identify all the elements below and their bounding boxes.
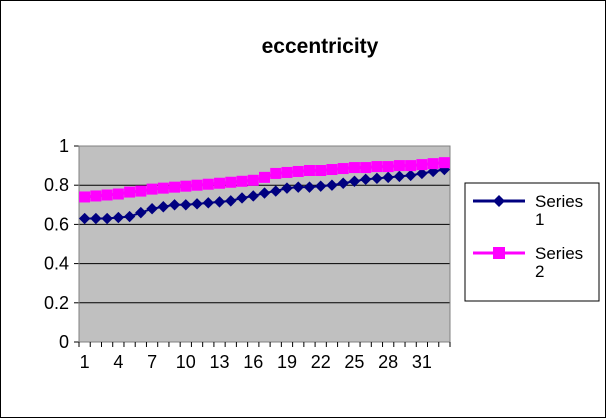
series-1-point xyxy=(157,201,170,213)
legend-label-series-1: Series 1 xyxy=(535,192,583,229)
series-1-point xyxy=(247,190,259,202)
series-2-point xyxy=(191,179,203,191)
series-1-point xyxy=(90,212,102,225)
series-2-point xyxy=(79,191,91,203)
series-2-point xyxy=(247,174,259,186)
series-2-point xyxy=(259,171,270,183)
series-1-point xyxy=(202,197,214,209)
plot-area: 0 0.2 0.4 0.6 0.8 1 1 4 7 10 13 16 19 22 25 28 31 xyxy=(44,136,451,372)
x-tick-label: 10 xyxy=(176,352,196,372)
series-2-point xyxy=(303,165,315,176)
series-1-point xyxy=(191,198,203,210)
series-2-point xyxy=(112,188,124,200)
series-2-point xyxy=(101,189,113,201)
series-2-point xyxy=(146,183,158,195)
x-tick-label: 31 xyxy=(412,352,432,372)
series-2-point xyxy=(337,163,349,175)
series-2-point xyxy=(169,181,181,193)
series-1-point xyxy=(359,173,372,186)
series-1-point xyxy=(326,179,338,191)
series-1-point xyxy=(292,181,304,193)
x-tick-label: 1 xyxy=(80,352,90,372)
x-tick-label: 7 xyxy=(147,352,157,372)
x-tick-label: 4 xyxy=(113,352,123,372)
legend-marker-series-2 xyxy=(493,247,505,259)
series-2-point xyxy=(315,165,327,176)
series-1-point xyxy=(382,171,394,184)
series-1-point xyxy=(303,181,316,193)
series-1-point xyxy=(315,180,327,192)
series-2-point xyxy=(270,167,282,179)
series-2-point xyxy=(416,159,428,171)
x-tick-label: 28 xyxy=(378,352,398,372)
series-1-point xyxy=(281,182,293,194)
series-1-point xyxy=(123,210,136,223)
y-tick-label: 0.4 xyxy=(44,254,69,274)
legend-box xyxy=(464,182,600,302)
x-tick-label: 16 xyxy=(243,352,263,372)
series-1-point xyxy=(213,196,226,208)
series-1-point xyxy=(236,192,248,204)
series-1-point xyxy=(101,212,113,225)
x-tick-label: 22 xyxy=(311,352,331,372)
legend-label-series-2: Series 2 xyxy=(535,244,583,281)
series-1-point xyxy=(168,199,181,211)
series-2-point xyxy=(382,161,394,173)
series-2-point xyxy=(124,186,136,198)
series-2-point xyxy=(157,182,169,194)
series-2-point xyxy=(202,178,214,190)
series-2-point xyxy=(326,164,338,176)
series-1-point xyxy=(371,172,383,185)
y-tick-label: 0.6 xyxy=(44,214,69,234)
series-1-point xyxy=(404,169,417,182)
x-tick-label: 19 xyxy=(277,352,297,372)
series-2-point xyxy=(90,190,102,202)
x-tick-label: 13 xyxy=(210,352,230,372)
series-2-point xyxy=(214,177,226,189)
series-2-point xyxy=(405,160,417,172)
series-1-point xyxy=(225,195,237,207)
series-2-point xyxy=(180,180,192,192)
series-1-point xyxy=(270,185,282,197)
legend-marker-series-1 xyxy=(493,195,505,207)
series-2-point xyxy=(393,160,405,172)
y-tick-label: 0.8 xyxy=(44,175,69,195)
series-2-point xyxy=(360,162,372,174)
y-tick-label: 1 xyxy=(59,136,69,156)
series-1-point xyxy=(393,170,406,183)
x-tick-label: 25 xyxy=(344,352,364,372)
series-1-point xyxy=(146,203,158,215)
series-1-point xyxy=(78,212,91,225)
series-2-point xyxy=(371,161,383,173)
series-2-point xyxy=(438,157,450,169)
series-1-point xyxy=(135,206,147,219)
series-1-point xyxy=(258,187,271,199)
series-1-point xyxy=(180,199,192,211)
series-2-point xyxy=(236,175,248,187)
series-1-point xyxy=(337,177,349,189)
y-tick-label: 0.2 xyxy=(44,293,69,313)
series-2-point xyxy=(427,158,439,170)
series-2-point xyxy=(135,185,147,197)
chart-title: eccentricity xyxy=(262,35,379,58)
series-1-point xyxy=(112,211,125,224)
legend: Series 1 Series 2 xyxy=(464,182,600,302)
series-2-point xyxy=(292,165,304,177)
series-2-point xyxy=(348,162,360,174)
series-1-point xyxy=(416,167,428,180)
series-1-point xyxy=(348,175,361,187)
plot-border xyxy=(78,145,451,343)
series-2-point xyxy=(281,166,293,178)
series-2-point xyxy=(225,176,237,188)
y-tick-label: 0 xyxy=(59,332,69,352)
